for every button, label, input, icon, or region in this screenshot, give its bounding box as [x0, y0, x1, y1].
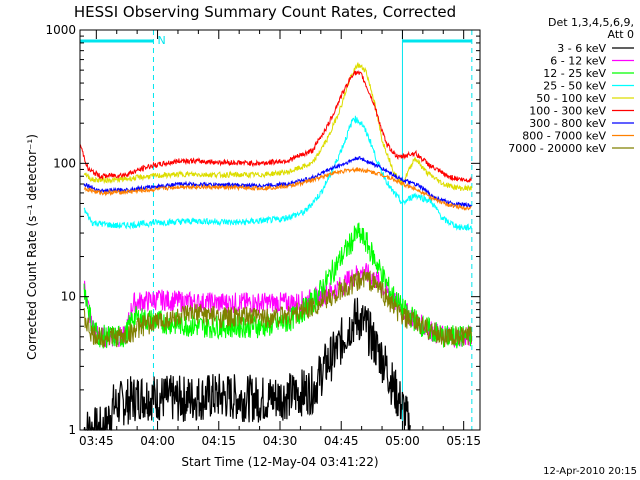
- legend-label-7: 800 - 7000 keV: [522, 130, 606, 143]
- y-tick-label-2: 100: [53, 156, 76, 170]
- legend-label-2: 12 - 25 keV: [543, 67, 606, 80]
- series-line-3: [83, 115, 472, 231]
- y-tick-label-0: 1: [68, 423, 76, 437]
- y-tick-label-1: 10: [61, 290, 76, 304]
- series-lines: [79, 62, 472, 432]
- legend-label-1: 6 - 12 keV: [550, 55, 606, 68]
- series-line-0: [83, 297, 411, 432]
- legend-label-3: 25 - 50 keV: [543, 80, 606, 93]
- series-line-4: [83, 62, 472, 192]
- axes: 1 10 100 1000 03:45 04:00 04:15 04:30 04:45 05:00…: [45, 23, 481, 448]
- flag-label: N: [157, 34, 165, 47]
- x-tick-label-1: 04:00: [140, 434, 175, 448]
- series-line-8: [83, 269, 472, 349]
- series-line-6: [83, 155, 472, 208]
- x-tick-label-6: 05:15: [446, 434, 481, 448]
- legend-label-4: 50 - 100 keV: [536, 92, 606, 105]
- series-line-5: [79, 70, 472, 183]
- legend-label-0: 3 - 6 keV: [557, 42, 606, 55]
- legend-label-5: 100 - 300 keV: [529, 105, 606, 118]
- y-tick-label-3: 1000: [45, 23, 76, 37]
- x-axis-label: Start Time (12-May-04 03:41:22): [181, 455, 378, 469]
- y-axis-label: Corrected Count Rate (s⁻¹ detector⁻¹): [25, 134, 39, 360]
- series-line-7: [83, 166, 472, 211]
- x-tick-label-4: 04:45: [324, 434, 359, 448]
- x-tick-label-3: 04:30: [263, 434, 298, 448]
- legend-header-line-1: Det 1,3,4,5,6,9,: [548, 16, 634, 29]
- x-tick-label-5: 05:00: [385, 434, 420, 448]
- x-tick-label-2: 04:15: [201, 434, 236, 448]
- legend-label-6: 300 - 800 keV: [529, 117, 606, 130]
- legend-header-line-2: Att 0: [608, 28, 634, 41]
- legend-label-8: 7000 - 20000 keV: [508, 142, 606, 155]
- x-tick-label-0: 03:45: [79, 434, 114, 448]
- chart-title: HESSI Observing Summary Count Rates, Cor…: [74, 3, 456, 21]
- timestamp: 12-Apr-2010 20:15: [543, 466, 637, 477]
